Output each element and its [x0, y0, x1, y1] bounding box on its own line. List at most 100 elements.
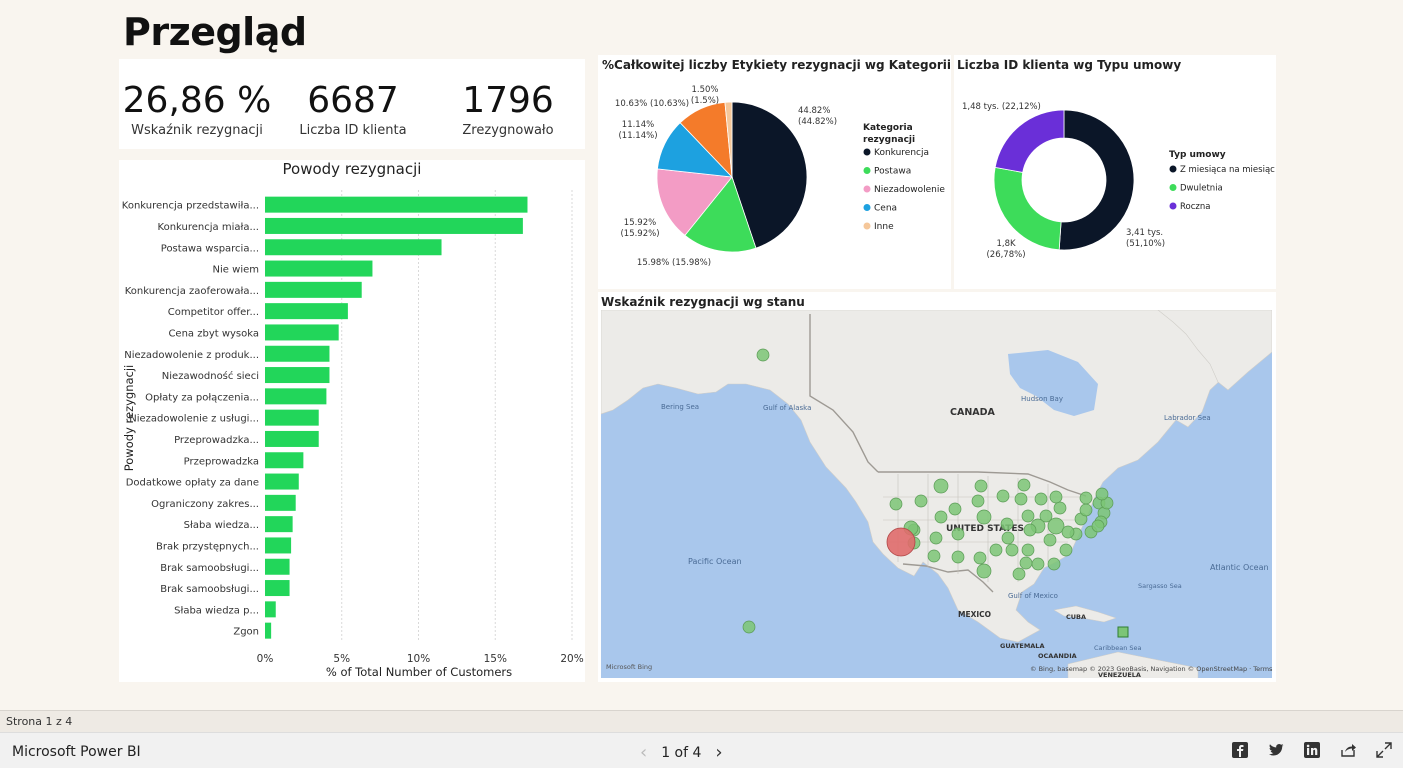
kpi-churned[interactable]: 1796 Zrezygnowało: [450, 79, 566, 139]
map-bubble[interactable]: [973, 551, 987, 565]
map-bubble[interactable]: [1021, 543, 1035, 557]
map-bubble[interactable]: [1014, 492, 1028, 506]
donut-slice[interactable]: [994, 109, 1065, 173]
map-bubble[interactable]: [1012, 567, 1026, 581]
bar-mark[interactable]: [265, 239, 442, 256]
map-bubble[interactable]: [1017, 478, 1031, 492]
map-bubble[interactable]: [1047, 517, 1065, 535]
map-bubble[interactable]: [756, 348, 770, 362]
map-bubble[interactable]: [927, 549, 941, 563]
pie-legend-item[interactable]: Postawa: [874, 167, 911, 177]
pie-legend-item[interactable]: Inne: [874, 222, 894, 232]
map-bubble[interactable]: [976, 563, 992, 579]
bar-mark[interactable]: [265, 281, 362, 298]
bar-mark[interactable]: [265, 601, 276, 618]
map-bubble[interactable]: [742, 620, 756, 634]
map-bubble[interactable]: [1053, 501, 1067, 515]
donut-legend-item[interactable]: Z miesiąca na miesiąc: [1180, 165, 1275, 175]
map-bubble[interactable]: [1079, 491, 1093, 505]
pie-slice[interactable]: [656, 168, 733, 236]
map-bubble[interactable]: [948, 502, 962, 516]
map-bubble[interactable]: [971, 494, 985, 508]
pie-slice[interactable]: [731, 101, 808, 249]
map-bubble[interactable]: [996, 489, 1010, 503]
donut-legend-item[interactable]: Dwuletnia: [1180, 184, 1223, 194]
map-bubble[interactable]: [1043, 533, 1057, 547]
share-icon[interactable]: [1339, 741, 1357, 759]
pie-slice[interactable]: [684, 176, 757, 253]
map-bubble[interactable]: [976, 509, 992, 525]
fullscreen-icon[interactable]: [1375, 741, 1393, 759]
map-label-labrador-sea: Labrador Sea: [1164, 414, 1211, 422]
bar-mark[interactable]: [265, 409, 319, 426]
map-bubble[interactable]: [1000, 517, 1014, 531]
bar-mark[interactable]: [265, 217, 523, 234]
map-bubble[interactable]: [951, 550, 965, 564]
bar-mark[interactable]: [265, 388, 327, 405]
map-bubble[interactable]: [1031, 557, 1045, 571]
bar-mark[interactable]: [265, 622, 272, 639]
map-bubble[interactable]: [1049, 490, 1063, 504]
map-bubble[interactable]: [1019, 556, 1033, 570]
map-bubble[interactable]: [1005, 543, 1019, 557]
donut-chart-title: Liczba ID klienta wg Typu umowy: [957, 58, 1182, 72]
bar-mark[interactable]: [265, 473, 299, 490]
bar-mark[interactable]: [265, 260, 373, 277]
donut-slice[interactable]: [993, 166, 1062, 251]
previous-page-button[interactable]: ‹: [640, 742, 648, 763]
bar-mark[interactable]: [265, 303, 348, 320]
map-bubble-highlight[interactable]: [886, 527, 916, 557]
map-bubble[interactable]: [929, 531, 943, 545]
bar-mark[interactable]: [265, 367, 330, 384]
map-bubble[interactable]: [1059, 543, 1073, 557]
map-bubble[interactable]: [1039, 509, 1053, 523]
bar-mark[interactable]: [265, 430, 319, 447]
map-label-united-states: UNITED STATES: [946, 524, 1024, 534]
map-bubble[interactable]: [914, 494, 928, 508]
map-bubble[interactable]: [1021, 509, 1035, 523]
twitter-icon[interactable]: [1267, 741, 1285, 759]
churn-reasons-visual[interactable]: Powody rezygnacji 0% 5% 10% 15% 20% % of Tota…: [119, 160, 585, 682]
map-bubble[interactable]: [1079, 503, 1093, 517]
pie-legend-item[interactable]: Konkurencja: [874, 148, 929, 158]
pie-data-label: 1.50%: [691, 85, 718, 95]
contract-type-visual[interactable]: Liczba ID klienta wg Typu umowy 3,41 tys…: [954, 55, 1276, 289]
bar-mark[interactable]: [265, 494, 296, 511]
map-bubble[interactable]: [974, 479, 988, 493]
linkedin-icon[interactable]: [1303, 741, 1321, 759]
map-bubble[interactable]: [1061, 525, 1075, 539]
map-bubble[interactable]: [1001, 531, 1015, 545]
bar-mark[interactable]: [265, 452, 304, 469]
map-bubble[interactable]: [889, 497, 903, 511]
map-bubble[interactable]: [951, 527, 965, 541]
kpi-churn-rate[interactable]: 26,86 % Wskaźnik rezygnacji: [119, 79, 275, 139]
map-bubble[interactable]: [1034, 492, 1048, 506]
map-bubble[interactable]: [1091, 519, 1105, 533]
facebook-icon[interactable]: [1231, 741, 1249, 759]
bar-mark[interactable]: [265, 580, 290, 597]
map-bubble[interactable]: [1023, 523, 1037, 537]
next-page-button[interactable]: ›: [715, 742, 723, 763]
map-bubble[interactable]: [933, 478, 949, 494]
kpi-label: Liczba ID klienta: [299, 123, 407, 138]
map-bubble[interactable]: [1047, 557, 1061, 571]
churn-category-visual[interactable]: %Całkowitej liczby Etykiety rezygnacji w…: [598, 55, 1025, 289]
map-bubble[interactable]: [934, 510, 948, 524]
bar-mark[interactable]: [265, 558, 290, 575]
bar-mark[interactable]: [265, 196, 528, 213]
pie-legend-item[interactable]: Niezadowolenie: [874, 185, 945, 195]
map-bubble-marker[interactable]: [1117, 626, 1129, 638]
pie-slice[interactable]: [724, 101, 733, 178]
donut-slice[interactable]: [1058, 109, 1135, 251]
bar-mark[interactable]: [265, 324, 339, 341]
bar-mark[interactable]: [265, 516, 293, 533]
churn-map-visual[interactable]: Wskaźnik rezygnacji wg stanu CANADA UNI: [598, 292, 1276, 682]
pie-legend-item[interactable]: Cena: [874, 204, 897, 214]
map-bubble[interactable]: [1095, 487, 1109, 501]
map-bubble[interactable]: [989, 543, 1003, 557]
kpi-customer-count[interactable]: 6687 Liczba ID klienta: [297, 79, 409, 139]
bar-mark[interactable]: [265, 537, 292, 554]
churn-map[interactable]: CANADA UNITED STATES MEXICO Hudson Bay L…: [598, 292, 1276, 682]
bar-mark[interactable]: [265, 345, 330, 362]
donut-legend-item[interactable]: Roczna: [1180, 202, 1210, 212]
